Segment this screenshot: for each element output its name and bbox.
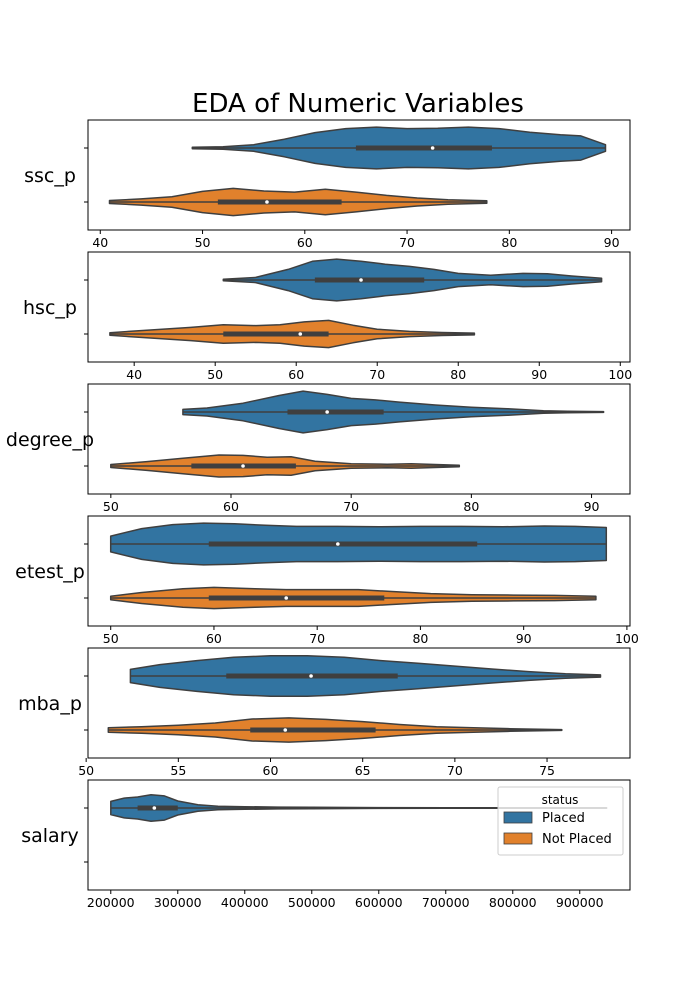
x-tick-label: 75 [539, 763, 555, 778]
y-axis-label: etest_p [15, 561, 85, 583]
y-axis-label: hsc_p [23, 297, 77, 319]
x-tick-label: 200000 [87, 895, 135, 910]
x-tick-label: 60 [263, 763, 279, 778]
median-dot-not-placed [241, 464, 245, 468]
panel-frame [87, 119, 631, 231]
x-tick-label: 70 [369, 367, 385, 382]
x-tick-label: 60 [223, 499, 239, 514]
legend: status Placed Not Placed [497, 786, 624, 856]
x-tick-label: 40 [92, 235, 108, 250]
x-tick-label: 50 [195, 235, 211, 250]
x-tick-label: 60 [297, 235, 313, 250]
x-tick-label: 90 [604, 235, 620, 250]
legend-title: status [542, 793, 579, 807]
legend-label-placed: Placed [542, 811, 585, 826]
x-tick-label: 80 [463, 499, 479, 514]
legend-swatch-not-placed [503, 832, 533, 845]
panel-frame [87, 251, 631, 363]
median-dot-not-placed [283, 728, 288, 732]
panel-frame [87, 383, 631, 495]
y-axis-label: degree_p [6, 429, 94, 451]
x-tick-label: 700000 [422, 895, 470, 910]
x-tick-label: 40 [126, 367, 142, 382]
median-dot-placed [430, 146, 435, 150]
x-tick-label: 50 [103, 631, 119, 646]
median-dot-placed [359, 278, 363, 282]
x-tick-label: 600000 [355, 895, 403, 910]
x-tick-label: 65 [355, 763, 371, 778]
median-dot-placed [309, 674, 313, 678]
x-tick-label: 80 [450, 367, 466, 382]
chart-title: EDA of Numeric Variables [192, 89, 524, 119]
y-axis-label: ssc_p [24, 165, 76, 187]
x-tick-label: 70 [447, 763, 463, 778]
x-tick-label: 60 [288, 367, 304, 382]
x-tick-label: 300000 [154, 895, 202, 910]
median-dot-not-placed [298, 332, 303, 336]
legend-label-not-placed: Not Placed [542, 832, 612, 847]
x-tick-label: 70 [399, 235, 415, 250]
x-tick-label: 50 [103, 499, 119, 514]
median-dot-not-placed [284, 596, 289, 600]
median-dot-placed [336, 542, 340, 546]
x-tick-label: 900000 [556, 895, 604, 910]
y-axis-label: salary [21, 825, 79, 847]
x-tick-label: 60 [206, 631, 222, 646]
x-tick-label: 80 [501, 235, 517, 250]
legend-swatch-placed [503, 811, 533, 824]
x-tick-label: 90 [516, 631, 532, 646]
x-tick-label: 70 [343, 499, 359, 514]
x-tick-label: 400000 [221, 895, 269, 910]
median-dot-placed [152, 806, 157, 810]
median-dot-placed [325, 410, 329, 414]
panel-3: etest_p 50 60 70 80 90 100 [15, 515, 639, 646]
panel-1: hsc_p 40 50 60 70 80 90 100 [23, 251, 632, 382]
x-tick-label: 500000 [288, 895, 336, 910]
x-tick-label: 70 [309, 631, 325, 646]
x-tick-label: 800000 [489, 895, 537, 910]
x-tick-label: 100 [608, 367, 632, 382]
x-tick-label: 90 [531, 367, 547, 382]
x-tick-label: 80 [412, 631, 428, 646]
x-tick-label: 50 [78, 763, 94, 778]
panel-frame [87, 515, 631, 627]
x-tick-label: 100 [615, 631, 639, 646]
x-tick-label: 90 [584, 499, 600, 514]
panel-frame [87, 779, 631, 891]
x-tick-label: 55 [170, 763, 186, 778]
panel-0: ssc_p 40 50 60 70 80 90 [24, 119, 631, 250]
panel-frame [87, 647, 631, 759]
y-axis-label: mba_p [18, 693, 82, 715]
median-dot-not-placed [265, 200, 269, 204]
x-tick-label: 50 [207, 367, 223, 382]
panel-4: mba_p 50 55 60 65 70 75 [18, 647, 631, 778]
panel-2: degree_p 50 60 70 80 90 [6, 383, 631, 514]
